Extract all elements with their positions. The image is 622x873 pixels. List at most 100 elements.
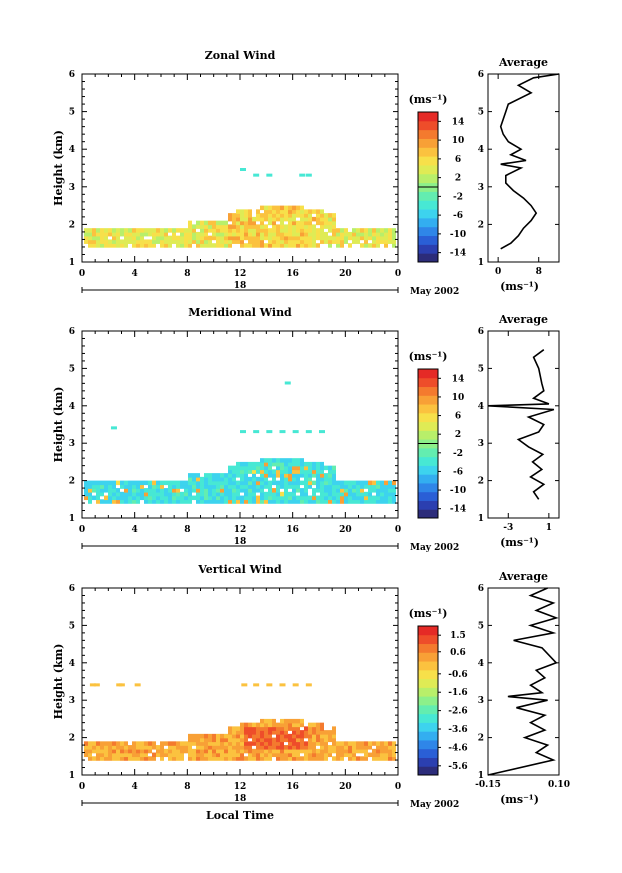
heatmap-cell (308, 476, 312, 482)
heatmap-cell (180, 745, 184, 750)
heatmap-cell (168, 491, 172, 497)
heatmap-cell (180, 239, 184, 244)
heatmap-cell (292, 469, 296, 474)
heatmap-cell (208, 473, 212, 478)
heatmap-cell (392, 480, 396, 486)
heatmap-cell (304, 213, 308, 218)
heatmap-cell (92, 239, 96, 244)
heatmap-cell (328, 745, 332, 750)
heatmap-cell (272, 480, 276, 486)
heatmap-cell (352, 745, 356, 750)
heatmap-cell (160, 243, 164, 248)
heatmap-cell (96, 752, 100, 758)
heatmap-cell (284, 224, 288, 229)
heatmap-cell (360, 741, 364, 746)
heatmap-cell (144, 752, 148, 758)
heatmap-cell (232, 235, 236, 241)
heatmap-cell (264, 461, 268, 467)
heatmap-cell (284, 730, 288, 735)
heatmap-cell (288, 499, 292, 504)
heatmap-cell (252, 726, 256, 731)
heatmap-cell (84, 235, 88, 241)
heatmap-cell (252, 220, 256, 226)
heatmap-cell (232, 213, 236, 218)
heatmap-cell (372, 752, 376, 758)
heatmap-cell (284, 484, 288, 489)
heatmap-cell (212, 748, 216, 754)
heatmap-cell (328, 752, 332, 758)
heatmap-cell (216, 748, 220, 754)
heatmap-cell (248, 465, 252, 471)
heatmap-cell (172, 752, 176, 758)
heatmap-cell (236, 484, 240, 489)
colorbar-swatch (418, 156, 438, 166)
heatmap-cell (164, 491, 168, 497)
heatmap-cell (308, 737, 312, 743)
y-axis-label: Height (km) (52, 130, 65, 206)
heatmap-cell (376, 495, 380, 501)
heatmap-cell (284, 495, 288, 501)
heatmap-cell (284, 205, 288, 211)
heatmap-cell (300, 209, 304, 214)
heatmap-cell (104, 748, 108, 754)
heatmap-cell (320, 465, 324, 471)
y-tick-label: 3 (69, 696, 75, 706)
colorbar-swatch (418, 704, 438, 715)
heatmap-cell (200, 756, 204, 761)
heatmap-cell (264, 484, 268, 489)
heatmap-cell (240, 488, 244, 493)
heatmap-cell (260, 458, 264, 463)
heatmap-cell (376, 756, 380, 761)
heatmap-cell (268, 216, 272, 222)
heatmap-cell (108, 228, 112, 233)
heatmap-cell (312, 228, 316, 233)
heatmap-cell (104, 745, 108, 750)
heatmap-cell (372, 495, 376, 501)
heatmap-cell (320, 488, 324, 493)
heatmap-cell (272, 220, 276, 226)
heatmap-cell (216, 495, 220, 501)
heatmap-cell (96, 756, 100, 761)
heatmap-cell (300, 224, 304, 229)
heatmap-cell (156, 752, 160, 758)
colorbar-swatch (418, 626, 438, 636)
heatmap-cell (128, 491, 132, 497)
heatmap-cell (356, 228, 360, 233)
heatmap-cell (352, 239, 356, 244)
heatmap-cell (232, 224, 236, 229)
heatmap-cell (284, 216, 288, 222)
heatmap-cell (108, 231, 112, 237)
heatmap-cell (236, 231, 240, 237)
heatmap-cell (208, 480, 212, 486)
heatmap-cell (272, 461, 276, 467)
heatmap-cell (264, 213, 268, 218)
colorbar-swatch (418, 739, 438, 750)
heatmap-cell (204, 756, 208, 761)
heatmap-cell (368, 231, 372, 237)
heatmap-cell (260, 491, 264, 497)
heatmap-cell (220, 484, 224, 489)
heatmap-cell (164, 235, 168, 241)
heatmap-cell (244, 220, 248, 226)
heatmap-cell (332, 748, 336, 754)
heatmap-cell (100, 748, 104, 754)
heatmap-cell (356, 495, 360, 501)
heatmap-cell (276, 722, 280, 728)
x-tick-label: 0 (79, 782, 85, 792)
date-label: May 2002 (410, 543, 459, 553)
heatmap-cell (120, 228, 124, 233)
heatmap-cell (136, 499, 140, 504)
heatmap-cell (256, 235, 260, 241)
heatmap-cell (144, 231, 148, 237)
heatmap-cell (224, 476, 228, 482)
heatmap-cell (268, 730, 272, 735)
heatmap-cell (244, 469, 248, 474)
heatmap-cell (352, 748, 356, 754)
heatmap-cell (232, 216, 236, 222)
heatmap-cell (248, 239, 252, 244)
heatmap-cell (392, 228, 396, 233)
heatmap-cell (320, 484, 324, 489)
heatmap-cell (292, 213, 296, 218)
heatmap-cell (292, 488, 296, 493)
